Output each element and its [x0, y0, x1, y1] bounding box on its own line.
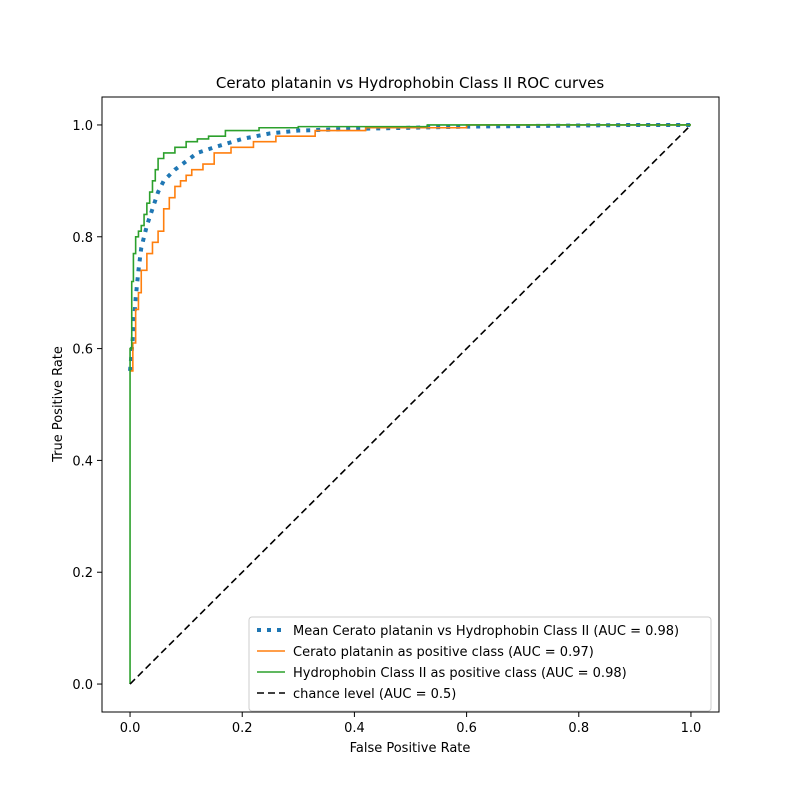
y-tick-label: 0.6: [72, 343, 93, 358]
plot-frame: [101, 96, 720, 713]
x-tick-label: 0.4: [344, 721, 365, 736]
y-tick-label: 0.4: [72, 454, 93, 469]
y-tick-label: 0.2: [72, 566, 93, 581]
legend-entry-3: chance level (AUC = 0.5): [293, 687, 456, 702]
x-axis: 0.0 0.2 0.4 0.6 0.8 1.0: [120, 712, 702, 736]
y-tick-label: 0.8: [72, 231, 93, 246]
series-line-2: [129, 124, 691, 685]
legend-entry-2: Hydrophobin Class II as positive class (…: [293, 666, 627, 681]
x-tick-label: 0.6: [456, 721, 477, 736]
series-line-1: [130, 124, 691, 372]
legend-entry-1: Cerato platanin as positive class (AUC =…: [293, 645, 594, 660]
plot-area: [101, 96, 720, 713]
chart-title: Cerato platanin vs Hydrophobin Class II …: [216, 74, 604, 92]
legend: Mean Cerato platanin vs Hydrophobin Clas…: [248, 616, 712, 712]
x-tick-label: 1.0: [681, 721, 702, 736]
x-tick-label: 0.0: [120, 721, 141, 736]
x-tick-label: 0.2: [232, 721, 253, 736]
y-axis: 0.0 0.2 0.4 0.6 0.8 1.0: [72, 119, 102, 693]
y-axis-label: True Positive Rate: [51, 346, 66, 463]
x-tick-label: 0.8: [568, 721, 589, 736]
legend-box: [248, 616, 712, 712]
legend-entry-0: Mean Cerato platanin vs Hydrophobin Clas…: [293, 624, 679, 639]
x-axis-label: False Positive Rate: [350, 741, 471, 756]
y-tick-label: 1.0: [72, 119, 93, 134]
y-tick-label: 0.0: [72, 678, 93, 693]
